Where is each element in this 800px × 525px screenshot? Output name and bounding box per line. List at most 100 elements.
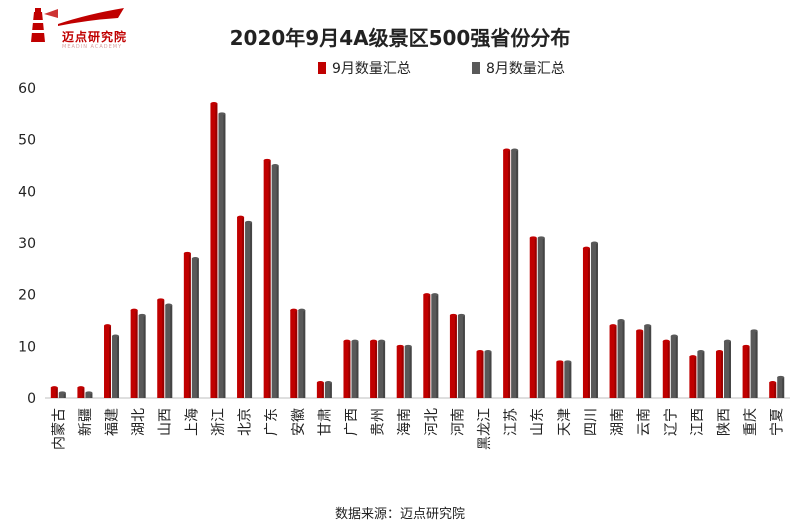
bar-sep-12: [370, 341, 378, 398]
legend-label-sep: 9月数量汇总: [332, 61, 411, 77]
y-tick-label: 60: [18, 81, 36, 97]
bar-aug-7: [245, 222, 253, 398]
bar-aug-13: [404, 346, 412, 398]
bar-sep-cap-22: [636, 329, 644, 333]
bar-aug-22: [644, 325, 652, 398]
bar-aug-shade-1: [90, 392, 93, 398]
bar-sep-cap-18: [529, 236, 537, 240]
bar-aug-cap-22: [644, 324, 652, 328]
x-tick-label: 山东: [530, 408, 546, 436]
bar-sep-shade-6: [215, 103, 218, 398]
bar-aug-shade-27: [782, 377, 785, 398]
x-tick-label: 云南: [637, 408, 653, 436]
legend: 9月数量汇总 8月数量汇总: [0, 58, 800, 78]
bar-sep-shade-24: [694, 356, 697, 398]
bar-sep-shade-21: [614, 325, 617, 398]
bar-sep-27: [769, 382, 777, 398]
bar-sep-shade-20: [587, 248, 590, 398]
bar-sep-cap-25: [715, 350, 723, 353]
bar-aug-cap-6: [218, 112, 226, 116]
bar-aug-shade-3: [143, 315, 146, 398]
bar-aug-23: [670, 336, 678, 398]
bar-aug-shade-14: [436, 294, 439, 398]
bar-sep-22: [636, 330, 644, 398]
bar-aug-cap-14: [431, 293, 439, 297]
bar-aug-shade-25: [728, 341, 731, 398]
bar-aug-6: [218, 113, 226, 398]
bar-sep-cap-19: [556, 360, 564, 364]
x-tick-label: 上海: [184, 408, 200, 436]
x-tick-label: 甘肃: [317, 408, 333, 436]
bar-aug-18: [537, 237, 545, 398]
bar-aug-cap-23: [670, 334, 678, 338]
bar-aug-cap-10: [324, 381, 332, 384]
bar-sep-cap-5: [183, 251, 191, 255]
x-tick-label: 安徽: [291, 408, 307, 436]
x-tick-label: 陕西: [716, 408, 732, 436]
bar-sep-26: [742, 346, 750, 398]
bar-aug-cap-17: [511, 148, 519, 152]
x-tick-label: 山西: [158, 408, 174, 436]
bar-sep-shade-9: [295, 310, 298, 398]
bar-aug-cap-27: [777, 375, 785, 379]
bar-aug-shade-4: [170, 305, 173, 398]
bar-sep-shade-15: [454, 315, 457, 398]
bar-sep-cap-15: [449, 313, 457, 317]
bar-aug-cap-4: [165, 303, 173, 307]
x-tick-label: 四川: [583, 408, 599, 436]
legend-item-sep: 9月数量汇总: [318, 58, 411, 78]
x-tick-label: 新疆: [78, 408, 94, 436]
bar-sep-cap-0: [50, 386, 58, 390]
x-tick-label: 广东: [264, 408, 280, 436]
bar-aug-shade-26: [755, 330, 758, 398]
bar-sep-20: [582, 248, 590, 398]
bar-sep-shade-14: [428, 294, 431, 398]
bar-sep-11: [343, 341, 351, 398]
bar-aug-cap-26: [750, 329, 758, 333]
bar-aug-shade-24: [702, 351, 705, 398]
bar-aug-cap-5: [191, 257, 199, 260]
y-tick-label: 50: [18, 133, 36, 149]
x-tick-label: 海南: [397, 408, 413, 436]
bar-aug-12: [378, 341, 386, 398]
x-tick-label: 湖北: [131, 408, 147, 436]
bar-aug-shade-0: [63, 392, 66, 398]
bar-sep-cap-6: [210, 102, 218, 105]
bar-sep-cap-27: [769, 381, 777, 384]
bar-sep-25: [715, 351, 723, 398]
bar-aug-cap-13: [404, 344, 412, 348]
bar-sep-shade-23: [667, 341, 670, 398]
x-tick-label: 天津: [557, 408, 573, 436]
bar-aug-cap-0: [58, 391, 66, 395]
bar-aug-shade-6: [223, 113, 226, 398]
bar-sep-cap-13: [396, 344, 404, 348]
bar-aug-14: [431, 294, 439, 398]
bar-sep-cap-23: [662, 339, 670, 343]
bar-sep-shade-3: [135, 310, 138, 398]
bar-sep-17: [503, 150, 511, 398]
bar-sep-shade-1: [82, 387, 85, 398]
bar-aug-27: [777, 377, 785, 398]
bar-sep-24: [689, 356, 697, 398]
bar-sep-shade-16: [481, 351, 484, 398]
bar-sep-1: [77, 387, 85, 398]
bar-sep-shade-22: [641, 330, 644, 398]
bar-aug-cap-2: [112, 334, 120, 338]
bar-sep-5: [183, 253, 191, 398]
bar-aug-4: [165, 305, 173, 398]
x-tick-label: 江西: [690, 408, 706, 436]
bar-sep-0: [50, 387, 58, 398]
bar-sep-cap-26: [742, 344, 750, 348]
bar-sep-cap-20: [582, 246, 590, 250]
bar-sep-21: [609, 325, 617, 398]
bar-sep-19: [556, 361, 564, 398]
bar-aug-26: [750, 330, 758, 398]
bar-sep-shade-13: [401, 346, 404, 398]
bar-sep-cap-3: [130, 308, 138, 312]
bar-aug-cap-9: [298, 308, 306, 312]
bar-sep-cap-9: [290, 308, 298, 312]
legend-label-aug: 8月数量汇总: [486, 61, 565, 77]
bar-aug-cap-21: [617, 319, 625, 322]
bar-sep-9: [290, 310, 298, 398]
